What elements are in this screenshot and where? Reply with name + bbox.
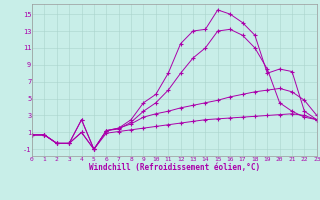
- X-axis label: Windchill (Refroidissement éolien,°C): Windchill (Refroidissement éolien,°C): [89, 163, 260, 172]
